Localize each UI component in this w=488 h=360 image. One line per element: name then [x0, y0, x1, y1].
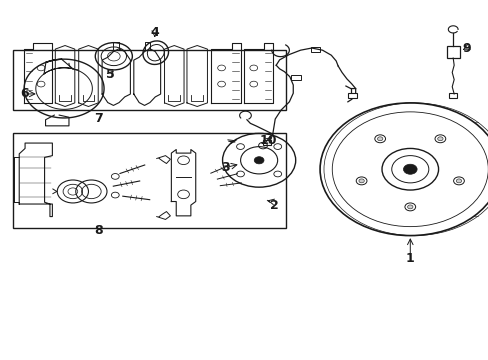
Text: 2: 2: [270, 199, 279, 212]
Bar: [291, 75, 301, 80]
Circle shape: [455, 179, 461, 183]
Circle shape: [254, 157, 264, 164]
Text: 8: 8: [94, 224, 102, 238]
Text: 1: 1: [405, 252, 414, 265]
Bar: [13, 50, 285, 110]
Text: 5: 5: [106, 68, 115, 81]
Text: 3: 3: [221, 161, 230, 174]
Circle shape: [403, 164, 416, 174]
Text: 9: 9: [461, 41, 470, 54]
Bar: [13, 134, 285, 228]
Circle shape: [437, 137, 442, 141]
Circle shape: [377, 137, 382, 141]
Bar: [347, 93, 356, 98]
Bar: [262, 140, 271, 145]
Text: 6: 6: [20, 87, 28, 100]
Text: 4: 4: [150, 27, 159, 40]
Text: 7: 7: [94, 112, 102, 125]
Circle shape: [358, 179, 364, 183]
Bar: [446, 45, 459, 58]
Text: 10: 10: [259, 134, 276, 147]
Circle shape: [407, 205, 412, 209]
Bar: [310, 47, 319, 51]
Bar: [448, 93, 456, 98]
